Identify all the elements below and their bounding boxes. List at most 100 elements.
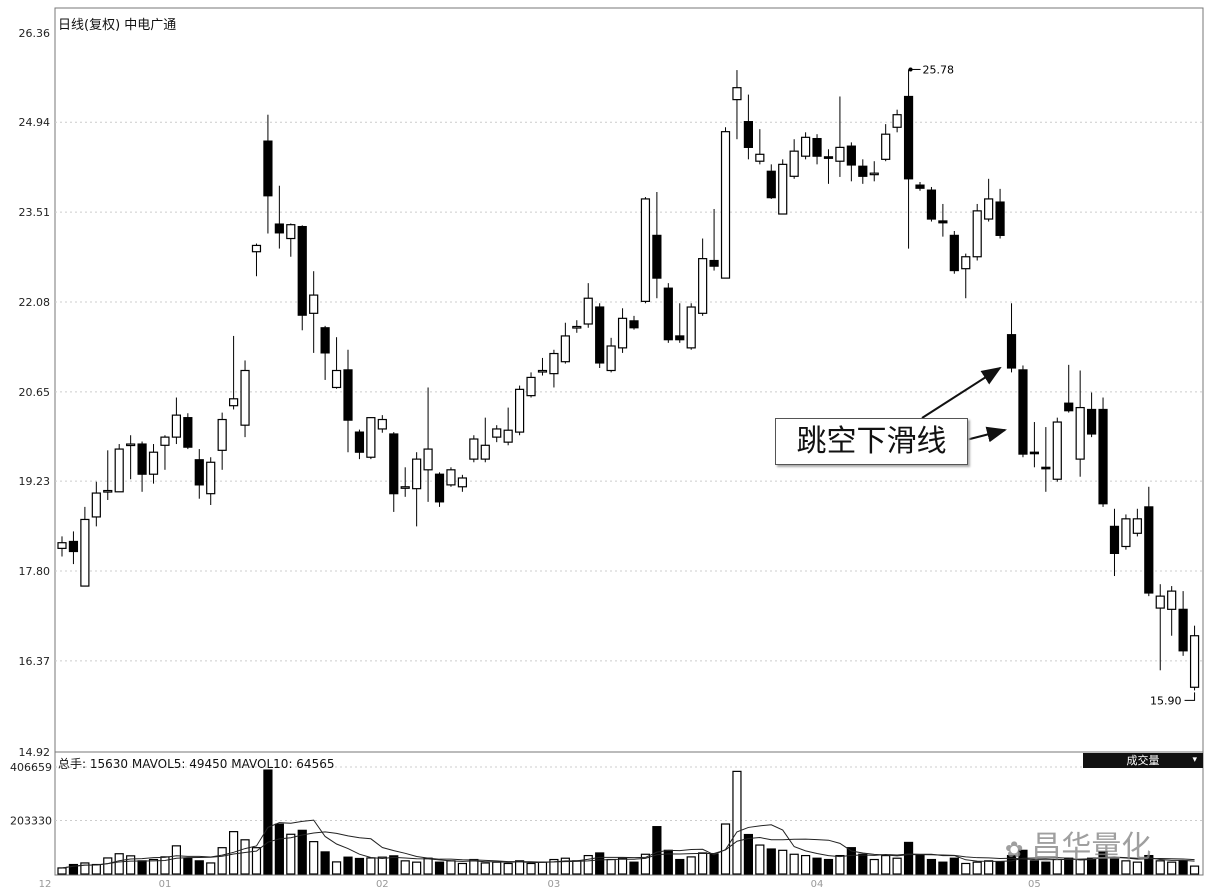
candle-down [1086,408,1097,435]
candle-up [286,224,296,240]
annotation-arrow [965,426,1007,443]
volume-ma10-line [61,831,1195,869]
volume-bar [709,853,719,875]
month-label: 12 [39,879,52,890]
candle-down [434,473,445,503]
volume-bar [148,858,159,875]
candle-down [858,165,868,177]
volume-bar [286,833,296,875]
candle-up [57,542,67,549]
volume-bar [1018,849,1028,875]
candle-down [766,170,776,199]
volume-tick-label: 203330 [10,814,52,827]
candle-up [469,438,479,460]
candle-down [263,140,273,197]
candle-up [309,294,319,314]
volume-bar [354,857,365,875]
candle-down [68,540,79,553]
candle-up [503,429,513,443]
candle-up [80,518,90,587]
candle-up [1121,518,1131,548]
candle-up [984,198,994,220]
candle-down [343,369,353,421]
volume-bar [572,860,582,875]
volume-bar [457,862,467,875]
candle-down [938,220,948,224]
volume-bar [171,845,181,875]
volume-bar [469,858,479,875]
candle-up [640,198,651,302]
candle-down [709,259,719,267]
month-label: 01 [159,879,172,890]
volume-bar [903,841,914,875]
candle-up [171,414,181,438]
candle-up [366,417,376,458]
volume-bar [68,863,79,875]
candle-down [652,234,662,279]
candle-up [572,325,582,329]
volume-bar [480,862,490,875]
volume-bar [1086,857,1097,875]
volume-bar [297,829,307,875]
price-tick-label: 26.36 [19,27,51,40]
candle-up [869,172,879,176]
volume-bar [1189,865,1200,875]
volume-bar [892,857,902,875]
candle-up [412,458,422,490]
volume-bar [1167,861,1177,875]
volume-indicator-button[interactable]: 成交量 ▾ [1083,753,1203,768]
volume-bar [617,857,628,875]
volume-legend: 总手: 15630 MAVOL5: 49450 MAVOL10: 64565 [58,757,335,771]
volume-bar [652,826,662,875]
volume-bar [1006,854,1017,875]
volume-bar [446,860,456,875]
volume-bar [183,857,193,875]
volume-bar [835,854,845,875]
candle-up [881,133,891,160]
chart-title: 日线(复权) 中电广通 [58,18,177,33]
candle-down [675,335,685,341]
candle-up [972,210,982,258]
volume-bar [206,862,216,875]
volume-bar [915,854,925,875]
candle-down [663,287,673,341]
candle-up [251,244,262,253]
candle-up [1167,590,1177,610]
volume-bar [926,858,937,875]
volume-bar [675,858,685,875]
candle-down [1006,334,1017,369]
month-label: 05 [1028,879,1041,890]
volume-bar [583,854,593,875]
candle-down [274,223,284,234]
candle-up [446,469,456,486]
candle-up [514,388,525,433]
watermark-text: 昌华量化 [1031,830,1152,865]
candle-up [229,398,239,407]
volume-bar [1109,857,1120,875]
candle-up [606,345,616,372]
volume-bar [938,861,948,875]
volume-bar [434,861,445,875]
volume-bar [629,861,639,875]
price-tick-label: 23.51 [19,206,51,219]
volume-ma5-line [61,819,1195,869]
volume-bar [217,847,227,875]
volume-bar [503,862,513,875]
volume-bar [412,861,422,875]
volume-bar [251,847,262,875]
candle-down [949,234,959,272]
candle-down [1178,608,1188,652]
candle-up [698,258,708,314]
candle-down [183,417,193,448]
candle-up [400,486,410,489]
candle-down [629,320,639,329]
candle-up [549,352,559,375]
candle-up [423,448,433,471]
candle-down [926,189,937,220]
candle-down [915,184,925,189]
volume-bar [949,857,959,875]
volume-bar [595,852,605,875]
candle-down [903,95,914,180]
candle-down [1018,369,1028,455]
volume-bar [846,847,856,875]
